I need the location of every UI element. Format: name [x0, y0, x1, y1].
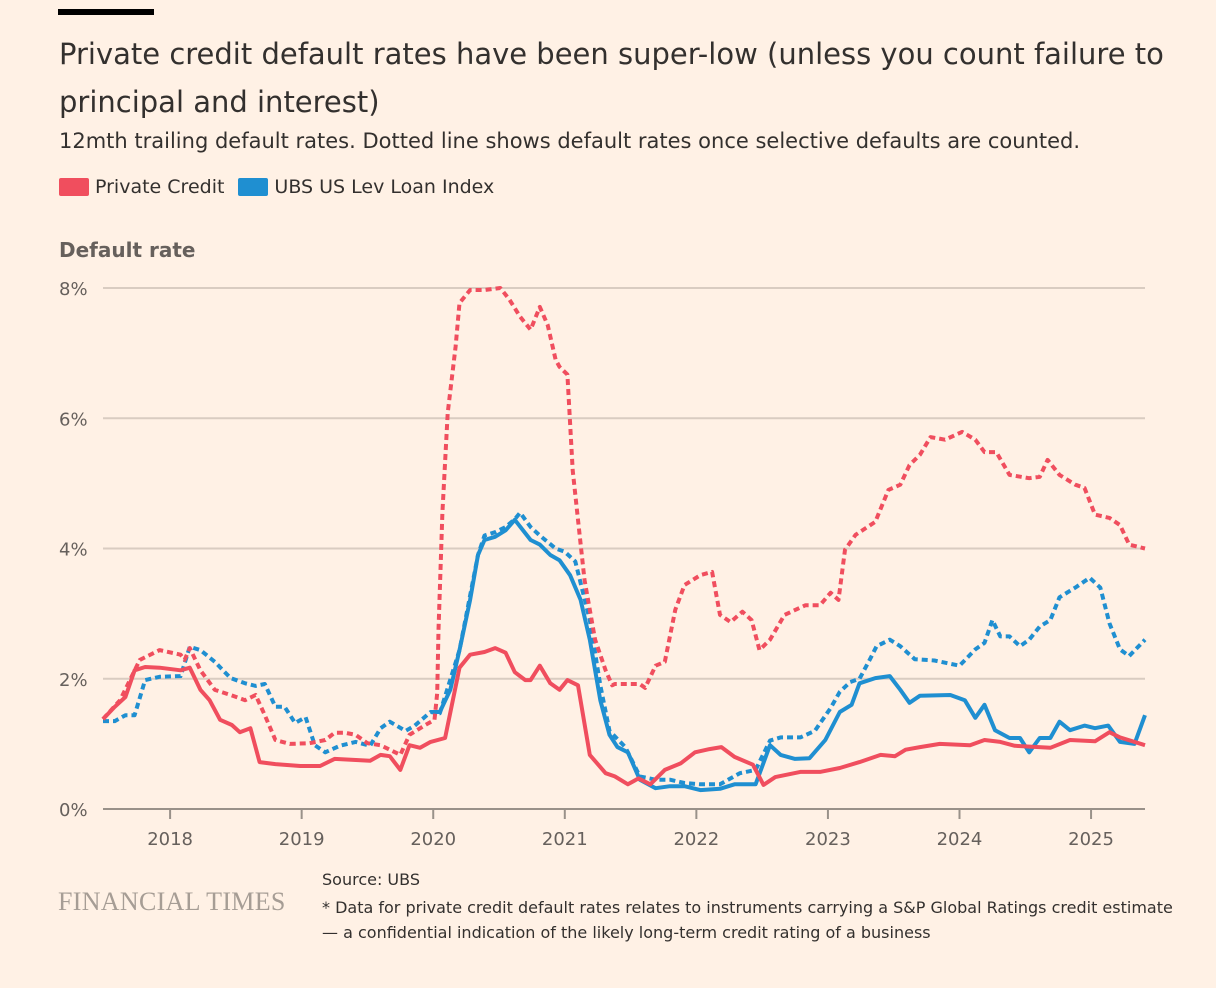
legend-item-private-credit: Private Credit: [59, 176, 224, 198]
y-tick-label: 2%: [59, 670, 88, 691]
legend-label: Private Credit: [95, 176, 225, 198]
x-tick-label: 2018: [147, 829, 193, 850]
legend-label: UBS US Lev Loan Index: [274, 176, 495, 198]
x-tick-label: 2019: [279, 829, 325, 850]
x-tick-label: 2021: [542, 829, 588, 850]
x-tick-label: 2023: [805, 829, 851, 850]
series-line-private-credit: [101, 646, 1146, 787]
x-tick-label: 2024: [937, 829, 983, 850]
legend-swatch: [238, 178, 269, 196]
legend: Private Credit UBS US Lev Loan Index: [59, 176, 494, 198]
footnote: * Data for private credit default rates …: [322, 898, 1173, 942]
x-tick-label: 2022: [673, 829, 719, 850]
legend-swatch: [59, 178, 89, 196]
y-tick-label: 4%: [59, 540, 88, 561]
legend-item-ubs: UBS US Lev Loan Index: [238, 176, 494, 198]
series-line-private-credit-incl-selective-defaults: [101, 286, 1146, 757]
y-axis-label: Default rate: [59, 238, 196, 262]
y-tick-label: 8%: [59, 279, 88, 300]
x-tick-label: 2020: [410, 829, 456, 850]
ft-logo: FINANCIAL TIMES: [58, 887, 286, 916]
series-line-ubs-us-lev-loan-index: [430, 517, 1147, 793]
chart-subtitle: 12mth trailing default rates. Dotted lin…: [59, 129, 1081, 153]
y-tick-label: 6%: [59, 409, 88, 430]
y-tick-label: 0%: [59, 800, 88, 821]
x-tick-label: 2025: [1068, 829, 1114, 850]
series-line-ubs-us-lev-loan-index-incl-selective-defaults: [103, 510, 1147, 787]
chart-title: Private credit default rates have been s…: [59, 37, 1164, 119]
header-rule: [58, 9, 154, 15]
source-text: Source: UBS: [322, 870, 420, 889]
